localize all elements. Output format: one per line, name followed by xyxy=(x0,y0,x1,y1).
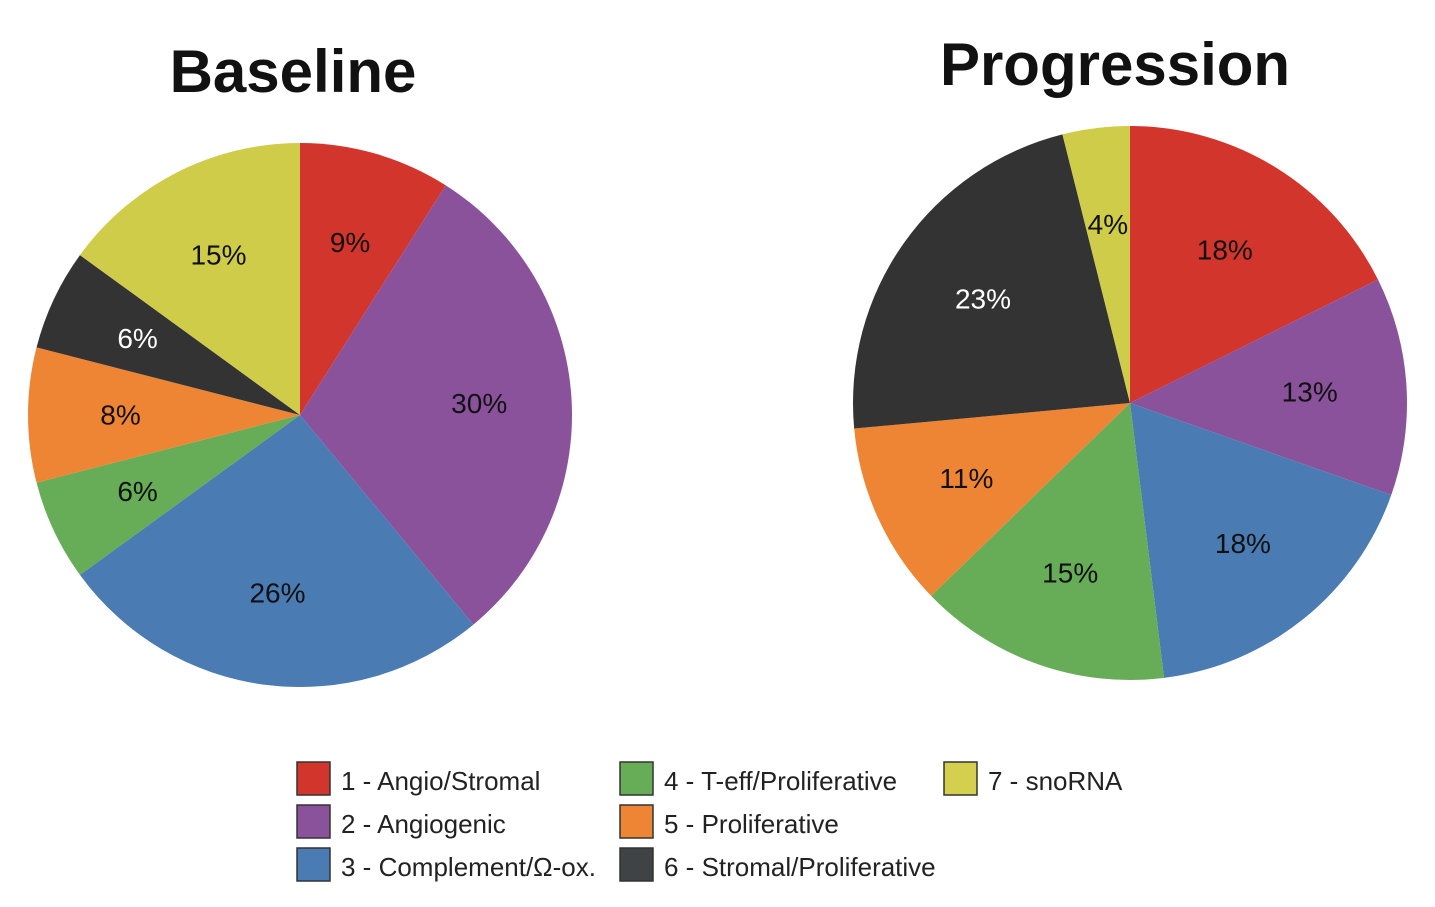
progression-slice-label-7-snorna: 4% xyxy=(1088,209,1128,240)
legend-item-6-stromal-proliferative: 6 - Stromal/Proliferative xyxy=(619,847,936,882)
legend-swatch xyxy=(296,847,331,882)
legend-label: 5 - Proliferative xyxy=(664,809,839,839)
progression-slice-1-angio-stromal xyxy=(1130,126,1378,403)
progression-slice-5-proliferative xyxy=(854,403,1130,596)
baseline-slice-label-4-t-eff-proliferative: 6% xyxy=(117,476,157,507)
progression-slice-3-complement-ox xyxy=(1130,403,1392,678)
legend-swatch xyxy=(296,804,331,839)
progression-slice-6-stromal-proliferative xyxy=(852,134,1130,429)
progression-slice-label-3-complement-ox: 18% xyxy=(1215,528,1271,559)
baseline-chart-title: Baseline xyxy=(170,38,417,105)
legend-item-1-angio-stromal: 1 - Angio/Stromal xyxy=(296,761,540,796)
legend-label: 3 - Complement/Ω-ox. xyxy=(341,852,596,882)
progression-chart-title: Progression xyxy=(940,31,1290,98)
baseline-slice-1-angio-stromal xyxy=(300,143,446,415)
baseline-slice-label-7-snorna: 15% xyxy=(190,240,246,271)
legend-swatch xyxy=(943,761,978,796)
baseline-slice-7-snorna xyxy=(79,143,300,415)
baseline-slice-3-complement-ox xyxy=(79,415,474,688)
progression-pie: 18% 13% 18% 15% 11% 23% 4% xyxy=(852,126,1407,680)
legend-label: 4 - T-eff/Proliferative xyxy=(664,766,897,796)
legend-item-5-proliferative: 5 - Proliferative xyxy=(619,804,839,839)
progression-slice-label-5-proliferative: 11% xyxy=(939,463,993,494)
progression-slice-label-6-stromal-proliferative: 23% xyxy=(955,284,1011,315)
progression-slice-4-t-eff-proliferative xyxy=(931,403,1165,680)
progression-slice-label-2-angiogenic: 13% xyxy=(1282,376,1338,407)
baseline-slice-2-angiogenic xyxy=(300,185,573,625)
baseline-slice-6-stromal-proliferative xyxy=(36,255,301,415)
legend-swatch xyxy=(619,804,654,839)
legend-swatch xyxy=(296,761,331,796)
legend-label: 7 - snoRNA xyxy=(988,766,1123,796)
legend-item-2-angiogenic: 2 - Angiogenic xyxy=(296,804,506,839)
baseline-slice-label-6-stromal-proliferative: 6% xyxy=(117,323,157,354)
baseline-pie: 9% 30% 26% 6% 8% 6% 15% xyxy=(28,143,573,688)
legend-label: 1 - Angio/Stromal xyxy=(341,766,540,796)
baseline-slice-label-3-complement-ox: 26% xyxy=(249,578,305,609)
legend-label: 2 - Angiogenic xyxy=(341,809,506,839)
legend-swatch xyxy=(619,847,654,882)
legend: 1 - Angio/Stromal 2 - Angiogenic 3 - Compl… xyxy=(296,761,1123,882)
legend-item-3-complement-ox: 3 - Complement/Ω-ox. xyxy=(296,847,596,882)
legend-swatch xyxy=(619,761,654,796)
progression-slice-2-angiogenic xyxy=(1130,279,1407,496)
legend-item-7-snorna: 7 - snoRNA xyxy=(943,761,1123,796)
legend-label: 6 - Stromal/Proliferative xyxy=(664,852,936,882)
baseline-slice-label-1-angio-stromal: 9% xyxy=(330,227,370,258)
progression-slice-label-4-t-eff-proliferative: 15% xyxy=(1042,557,1098,588)
legend-item-4-t-eff-proliferative: 4 - T-eff/Proliferative xyxy=(619,761,897,796)
progression-slice-label-1-angio-stromal: 18% xyxy=(1197,234,1253,265)
baseline-slice-label-2-angiogenic: 30% xyxy=(451,388,507,419)
baseline-slice-5-proliferative xyxy=(28,347,300,483)
baseline-slice-4-t-eff-proliferative xyxy=(36,415,301,575)
baseline-slice-label-5-proliferative: 8% xyxy=(100,400,140,431)
progression-slice-7-snorna xyxy=(1062,126,1130,403)
